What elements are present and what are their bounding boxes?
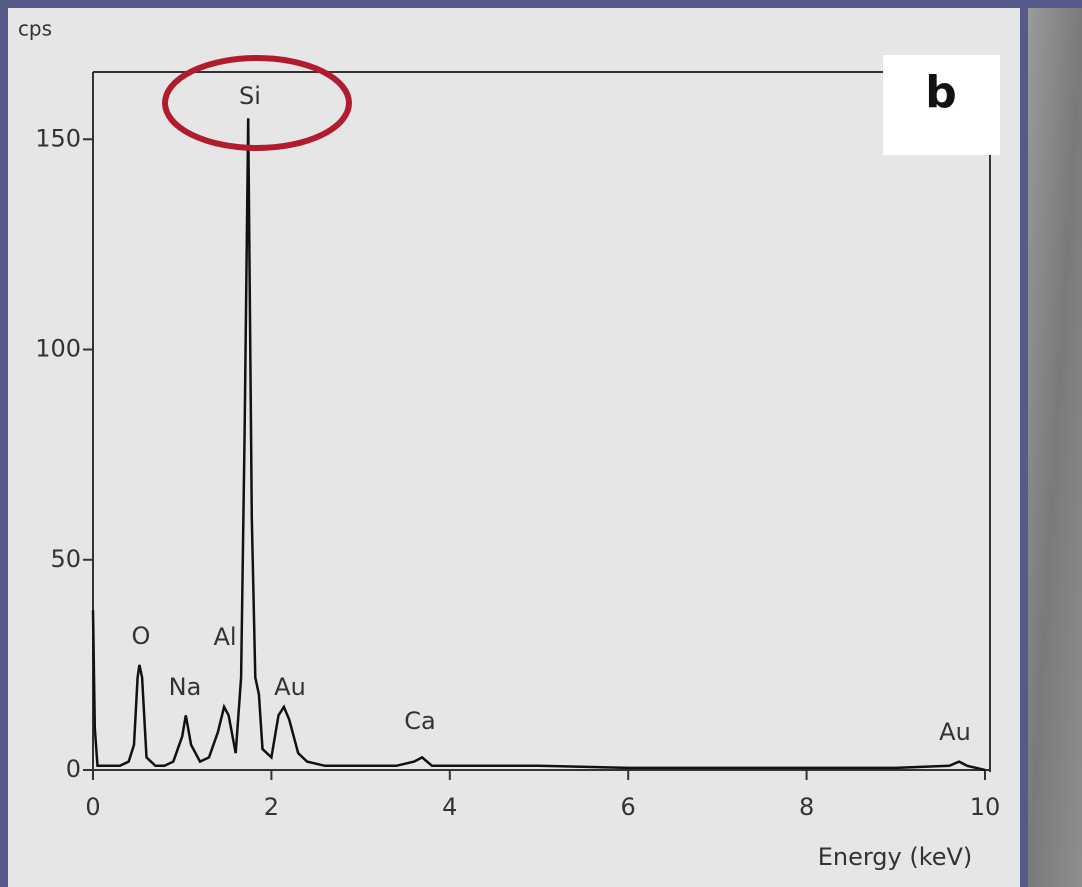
peak-label: Si [239,82,261,110]
y-axis-label: cps [18,17,52,41]
x-tick-label: 4 [442,793,457,821]
page: b cps Energy (keV) 0 50 100 150 0 2 4 6 8 10 Si O Na… [0,0,1082,887]
x-axis-label: Energy (keV) [818,843,973,871]
sem-image [1028,8,1082,887]
peak-label: Na [169,673,202,701]
y-tick-label: 0 [66,755,81,783]
peak-label: Ca [404,707,435,735]
x-tick-label: 0 [85,793,100,821]
peak-label: Au [939,718,971,746]
y-tick-label: 50 [50,545,81,573]
chart-panel [8,8,1020,887]
x-tick-label: 6 [621,793,636,821]
figure: b cps Energy (keV) 0 50 100 150 0 2 4 6 8 10 Si O Na… [0,0,1082,887]
peak-label: Al [213,623,236,651]
y-tick-label: 100 [35,335,81,363]
peak-label: O [132,622,151,650]
panel-label: b [925,67,957,118]
x-tick-label: 2 [264,793,279,821]
y-tick-label: 150 [35,124,81,152]
x-tick-label: 8 [799,793,814,821]
x-tick-label: 10 [970,793,1001,821]
peak-label: Au [274,673,306,701]
